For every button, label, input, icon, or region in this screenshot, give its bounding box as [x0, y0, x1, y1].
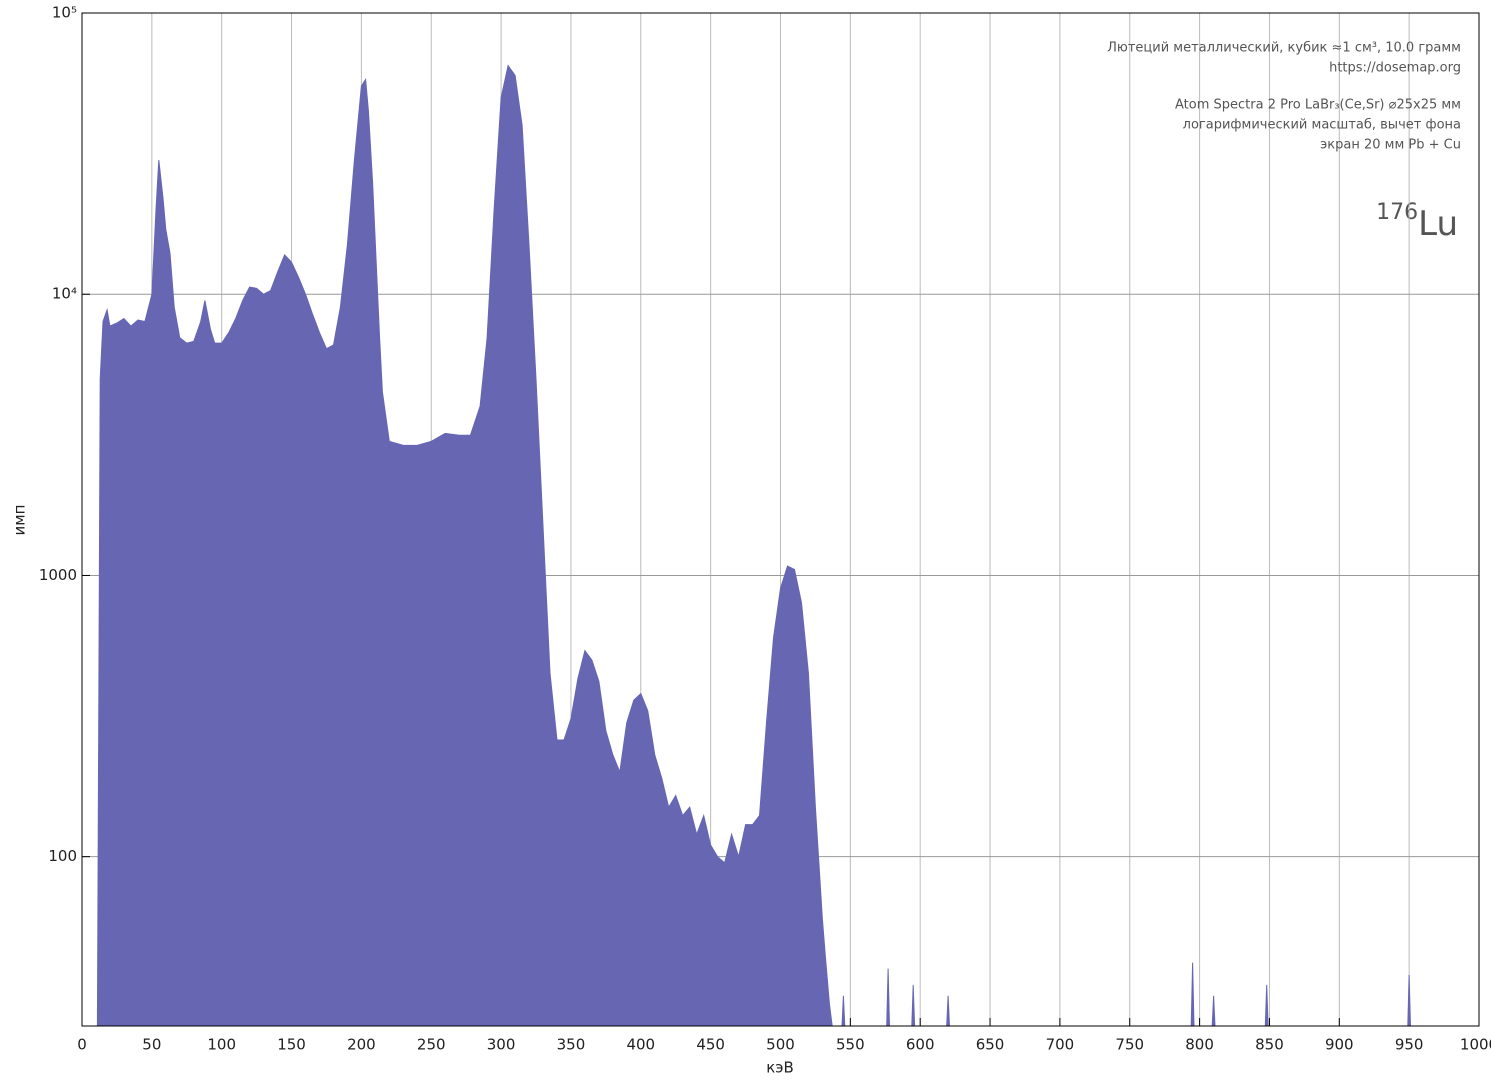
x-tick-label: 900: [1325, 1036, 1354, 1054]
x-tick-label: 750: [1115, 1036, 1144, 1054]
x-tick-label: 450: [696, 1036, 725, 1054]
annotation: Лютеций металлический, кубик ≈1 см³, 10.…: [1107, 41, 1461, 56]
x-tick-label: 250: [417, 1036, 446, 1054]
area-fill: [97, 65, 1480, 1027]
x-tick-label: 300: [487, 1036, 516, 1054]
isotope-label: 176Lu: [1376, 200, 1458, 244]
x-tick-label: 800: [1185, 1036, 1214, 1054]
x-tick-label: 650: [976, 1036, 1005, 1054]
annotation: Atom Spectra 2 Pro LaBr₃(Ce,Sr) ⌀25x25 м…: [1175, 98, 1461, 113]
y-tick-label: 1000: [39, 566, 77, 584]
x-tick-label: 550: [836, 1036, 865, 1054]
x-tick-label: 950: [1395, 1036, 1424, 1054]
y-axis-label: имп: [11, 505, 29, 536]
y-tick-label: 100: [48, 847, 77, 865]
y-tick-label: 10⁵: [52, 4, 77, 22]
x-tick-label: 50: [142, 1036, 161, 1054]
y-tick-label: 10⁴: [52, 285, 77, 303]
x-axis-label: кэВ: [766, 1059, 794, 1077]
annotation: https://dosemap.org: [1329, 61, 1461, 76]
isotope-symbol: Lu: [1418, 204, 1458, 244]
x-tick-label: 100: [207, 1036, 236, 1054]
x-tick-label: 1000: [1460, 1036, 1491, 1054]
x-tick-label: 500: [766, 1036, 795, 1054]
x-tick-label: 700: [1046, 1036, 1075, 1054]
annotation: экран 20 мм Pb + Cu: [1320, 138, 1461, 153]
x-tick-label: 400: [626, 1036, 655, 1054]
x-tick-label: 0: [77, 1036, 87, 1054]
x-tick-label: 350: [557, 1036, 586, 1054]
x-tick-label: 150: [277, 1036, 306, 1054]
x-tick-label: 850: [1255, 1036, 1284, 1054]
x-tick-label: 600: [906, 1036, 935, 1054]
isotope-mass: 176: [1376, 200, 1418, 225]
x-tick-label: 200: [347, 1036, 376, 1054]
area-line: [96, 64, 1479, 1027]
annotation: логарифмический масштаб, вычет фона: [1183, 118, 1461, 133]
plot-frame: [81, 12, 1480, 1027]
